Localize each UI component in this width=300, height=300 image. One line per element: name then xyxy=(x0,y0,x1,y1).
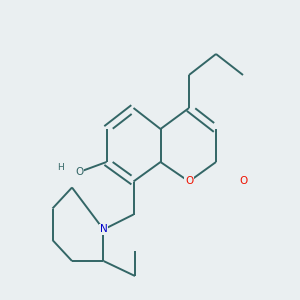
Text: O: O xyxy=(75,167,84,177)
Text: N: N xyxy=(100,224,107,235)
Text: O: O xyxy=(239,176,247,187)
Text: H: H xyxy=(57,164,63,172)
Text: O: O xyxy=(185,176,193,187)
